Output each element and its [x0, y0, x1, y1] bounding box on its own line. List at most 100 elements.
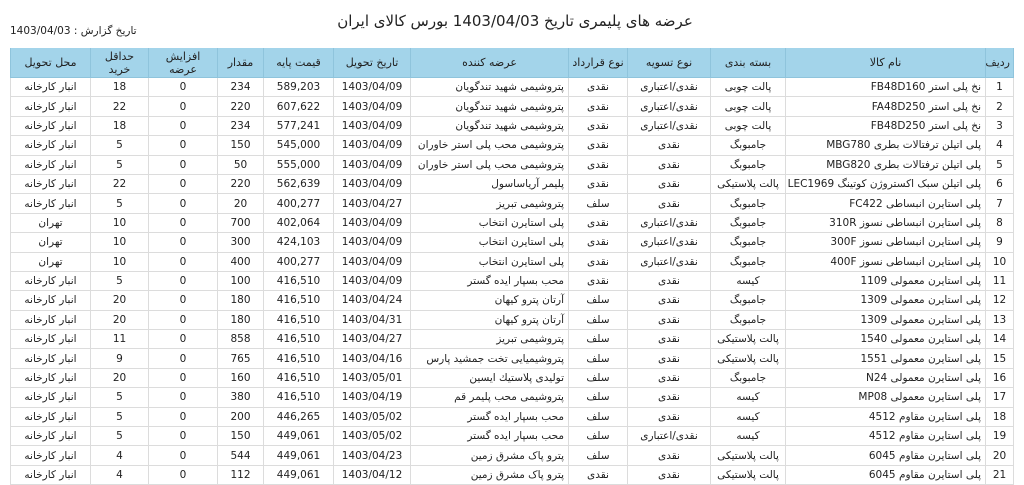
- cell-quantity: 380: [217, 387, 264, 408]
- cell-packaging: پالت پلاستیکی: [710, 445, 786, 466]
- cell-supplier: پتروشیمیایی تخت جمشید پارس: [410, 348, 569, 369]
- cell-delivery-place: انبار کارخانه: [10, 309, 91, 331]
- cell-supply-increase: 0: [148, 232, 218, 253]
- cell-min-purchase: 10: [90, 251, 149, 272]
- cell-base-price: 416,510: [263, 348, 334, 369]
- cell-row-number: 6: [985, 173, 1014, 195]
- cell-supplier: پترو پاک مشرق زمین: [410, 464, 569, 485]
- cell-supply-increase: 0: [148, 329, 218, 350]
- cell-contract-type: سلف: [568, 309, 628, 331]
- cell-packaging: جامبوبگ: [710, 232, 786, 253]
- cell-contract-type: سلف: [568, 290, 628, 311]
- cell-supplier: محب بسپار ایده گستر: [410, 270, 569, 292]
- cell-settlement-type: نقدی/اعتباری: [627, 251, 711, 272]
- cell-settlement-type: نقدی/اعتباری: [627, 76, 711, 98]
- cell-supplier: پلیمر آریاساسول: [410, 173, 569, 195]
- cell-delivery-date: 1403/04/09: [333, 135, 411, 156]
- cell-row-number: 7: [985, 193, 1014, 214]
- table-row: 6 پلی اتیلن سبک اکستروژن کوتینگ LEC1969 پا…: [10, 173, 1014, 195]
- cell-product-name: پلی استایرن انبساطی نسوز 300F: [785, 232, 986, 253]
- cell-delivery-place: انبار کارخانه: [10, 154, 91, 175]
- cell-quantity: 400: [217, 251, 264, 272]
- cell-delivery-date: 1403/05/02: [333, 426, 411, 447]
- cell-min-purchase: 22: [90, 96, 149, 117]
- cell-contract-type: نقدی: [568, 232, 628, 253]
- cell-delivery-place: انبار کارخانه: [10, 426, 91, 447]
- cell-quantity: 150: [217, 135, 264, 156]
- cell-delivery-date: 1403/04/27: [333, 193, 411, 214]
- cell-min-purchase: 20: [90, 367, 149, 389]
- cell-delivery-place: انبار کارخانه: [10, 387, 91, 408]
- cell-quantity: 300: [217, 232, 264, 253]
- cell-contract-type: سلف: [568, 193, 628, 214]
- cell-base-price: 416,510: [263, 270, 334, 292]
- cell-row-number: 16: [985, 367, 1014, 389]
- cell-min-purchase: 10: [90, 232, 149, 253]
- cell-product-name: پلی استایرن مقاوم 4512: [785, 426, 986, 447]
- cell-delivery-place: تهران: [10, 232, 91, 253]
- cell-settlement-type: نقدی: [627, 270, 711, 292]
- cell-row-number: 14: [985, 329, 1014, 350]
- cell-row-number: 17: [985, 387, 1014, 408]
- cell-supply-increase: 0: [148, 251, 218, 272]
- cell-supply-increase: 0: [148, 76, 218, 98]
- cell-quantity: 200: [217, 406, 264, 428]
- cell-delivery-place: انبار کارخانه: [10, 270, 91, 292]
- cell-row-number: 2: [985, 96, 1014, 117]
- cell-min-purchase: 18: [90, 115, 149, 137]
- cell-supplier: پتروشیمی شهید تندگویان: [410, 76, 569, 98]
- cell-product-name: پلی استایرن معمولی 1551: [785, 348, 986, 369]
- column-header-base-price: قیمت پایه: [263, 48, 334, 78]
- cell-supply-increase: 0: [148, 173, 218, 195]
- cell-min-purchase: 5: [90, 270, 149, 292]
- cell-delivery-place: تهران: [10, 212, 91, 234]
- cell-min-purchase: 20: [90, 309, 149, 331]
- cell-delivery-date: 1403/04/24: [333, 290, 411, 311]
- table-row: 2 نخ پلی استر FA48D250 پالت چوبی نقدی/اعتبا…: [10, 96, 1014, 117]
- cell-delivery-date: 1403/04/27: [333, 329, 411, 350]
- cell-product-name: پلی اتیلن ترفتالات بطری MBG780: [785, 135, 986, 156]
- cell-delivery-date: 1403/04/19: [333, 387, 411, 408]
- table-row: 21 پلی استایرن مقاوم 6045 پالت پلاستیکی نقد…: [10, 464, 1014, 485]
- cell-contract-type: نقدی: [568, 135, 628, 156]
- cell-supplier: پتروشیمی محب پلی استر خاوران: [410, 154, 569, 175]
- cell-packaging: کیسه: [710, 270, 786, 292]
- cell-supply-increase: 0: [148, 96, 218, 117]
- cell-row-number: 10: [985, 251, 1014, 272]
- cell-min-purchase: 4: [90, 464, 149, 485]
- cell-packaging: پالت پلاستیکی: [710, 464, 786, 485]
- cell-packaging: پالت پلاستیکی: [710, 348, 786, 369]
- cell-contract-type: سلف: [568, 406, 628, 428]
- cell-row-number: 13: [985, 309, 1014, 331]
- table-header-row: ردیف نام کالا بسته بندی نوع تسویه نوع قراردا…: [10, 48, 1014, 78]
- cell-contract-type: نقدی: [568, 270, 628, 292]
- cell-packaging: جامبوبگ: [710, 309, 786, 331]
- cell-contract-type: نقدی: [568, 251, 628, 272]
- cell-delivery-date: 1403/04/12: [333, 464, 411, 485]
- cell-settlement-type: نقدی: [627, 173, 711, 195]
- column-header-min-purchase: حداقل خرید: [90, 48, 149, 78]
- column-header-settlement-type: نوع تسویه: [627, 48, 711, 78]
- cell-quantity: 180: [217, 290, 264, 311]
- table-row: 16 پلی استایرن معمولی N24 جامبوبگ نقدی سلف تو…: [10, 367, 1014, 389]
- cell-settlement-type: نقدی: [627, 464, 711, 485]
- cell-delivery-place: انبار کارخانه: [10, 406, 91, 428]
- cell-product-name: پلی استایرن معمولی N24: [785, 367, 986, 389]
- column-header-product-name: نام کالا: [785, 48, 986, 78]
- cell-quantity: 100: [217, 270, 264, 292]
- cell-product-name: نخ پلی استر FB48D250: [785, 115, 986, 137]
- cell-base-price: 416,510: [263, 367, 334, 389]
- cell-supplier: پلی استایرن انتخاب: [410, 251, 569, 272]
- column-header-delivery-place: محل تحویل: [10, 48, 91, 78]
- cell-row-number: 1: [985, 76, 1014, 98]
- cell-supply-increase: 0: [148, 406, 218, 428]
- cell-delivery-place: انبار کارخانه: [10, 348, 91, 369]
- cell-contract-type: نقدی: [568, 96, 628, 117]
- cell-contract-type: سلف: [568, 348, 628, 369]
- column-header-supplier: عرضه کننده: [410, 48, 569, 78]
- cell-row-number: 21: [985, 464, 1014, 485]
- cell-delivery-date: 1403/04/23: [333, 445, 411, 466]
- cell-quantity: 234: [217, 115, 264, 137]
- cell-quantity: 765: [217, 348, 264, 369]
- cell-settlement-type: نقدی: [627, 367, 711, 389]
